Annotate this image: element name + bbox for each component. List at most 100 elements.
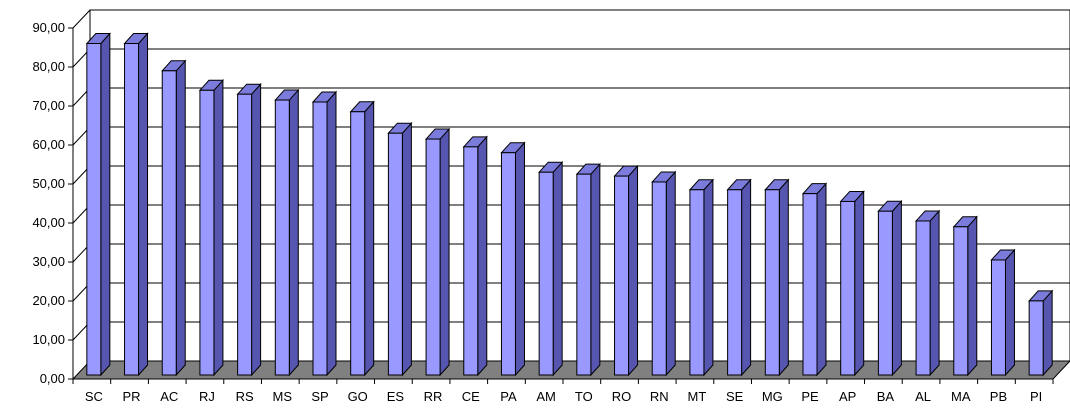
bar-side [703,178,714,377]
bar-side [100,32,111,377]
bar-front [274,99,290,376]
bar-sp [311,90,338,377]
bar-front [425,138,441,376]
bar-side [439,127,450,377]
y-tick-label: 10,00 [32,332,65,347]
bar-go [349,100,375,377]
bar-side [364,100,375,377]
bar-side [552,160,563,377]
bar-side [628,164,639,377]
x-tick-label: RN [650,389,669,404]
y-tick-label: 80,00 [32,59,65,74]
bar-ro [613,164,639,377]
y-axis: 0,00 10,00 20,00 30,00 40,00 50,00 60,00 70,00 8… [32,20,74,386]
x-tick-label: RJ [199,389,215,404]
bar-front [86,43,102,376]
y-tick-label: 70,00 [32,98,65,113]
y-tick-label: 90,00 [32,20,65,35]
x-tick-label: SC [85,389,103,404]
bar-ms [274,88,300,377]
bar-rn [651,170,677,377]
bar-pa [500,141,526,377]
bar-side [665,170,676,377]
x-tick-label: PA [500,389,517,404]
x-tick-label: BA [877,389,895,404]
x-tick-label: GO [348,389,368,404]
x-tick-label: CE [462,389,480,404]
bar-side [175,59,186,377]
x-tick-label: TO [575,389,593,404]
x-tick-label: AC [160,389,178,404]
bar-front [538,171,554,376]
y-tick-label: 20,00 [32,293,65,308]
bar-front [651,181,667,376]
bar-side [854,190,865,377]
x-tick-label: PE [801,389,819,404]
bar-front [500,152,516,376]
x-tick-label: SE [726,389,744,404]
bar-side [138,32,149,377]
bar-side [288,88,299,377]
x-tick-label: AP [839,389,856,404]
x-tick-label: SP [311,389,328,404]
bar-front [161,70,177,376]
bar-se [726,178,752,377]
bar-front [764,189,780,376]
x-tick-label: PI [1030,389,1042,404]
bar-front [689,189,705,376]
bar-side [967,215,978,377]
x-tick-label: PR [123,389,141,404]
bar-front [990,259,1006,376]
bar-front [124,43,140,376]
bar-front [1028,300,1044,376]
x-tick-label: MS [273,389,293,404]
bar-rr [424,127,451,377]
bar-side [213,78,224,377]
bar-side [891,199,902,377]
bar-side [929,209,940,377]
bar-front [802,193,818,376]
bar-rs [236,82,262,377]
bar-side [477,135,488,377]
x-tick-label: RS [236,389,254,404]
bar-side [514,141,525,377]
bar-mg [764,178,790,377]
bar-front [199,89,215,376]
bar-pr [123,32,149,377]
bar-pi [1028,289,1054,377]
bar-ce [462,135,488,377]
x-tick-label: RR [424,389,443,404]
bar-front [576,173,592,376]
bar-side [251,82,262,377]
bar-side [401,121,412,377]
bar-front [237,93,253,376]
bar-to [575,162,601,377]
bar-ac [161,59,187,377]
x-tick-label: AM [536,389,556,404]
bar-front [614,175,630,376]
x-tick-label: PB [990,389,1007,404]
bar-al [914,209,941,377]
y-tick-label: 30,00 [32,254,65,269]
gridline-side [72,9,91,29]
y-tick-label: 50,00 [32,176,65,191]
x-tick-label: AL [915,389,931,404]
bar-rj [198,78,225,377]
x-tick-label: MG [762,389,783,404]
bar-front [953,226,969,376]
x-tick-label: ES [387,389,405,404]
bar-side [1004,248,1015,377]
y-tick-label: 40,00 [32,215,65,230]
bar-front [463,146,479,376]
bar-side [816,182,827,377]
bar-ap [839,190,865,377]
x-tick-label: RO [612,389,632,404]
bar-side [326,90,337,377]
bar-am [538,160,564,377]
bar-pe [801,182,828,377]
bars [85,32,1054,377]
x-tick-label: MT [688,389,707,404]
bar-side [1042,289,1053,377]
